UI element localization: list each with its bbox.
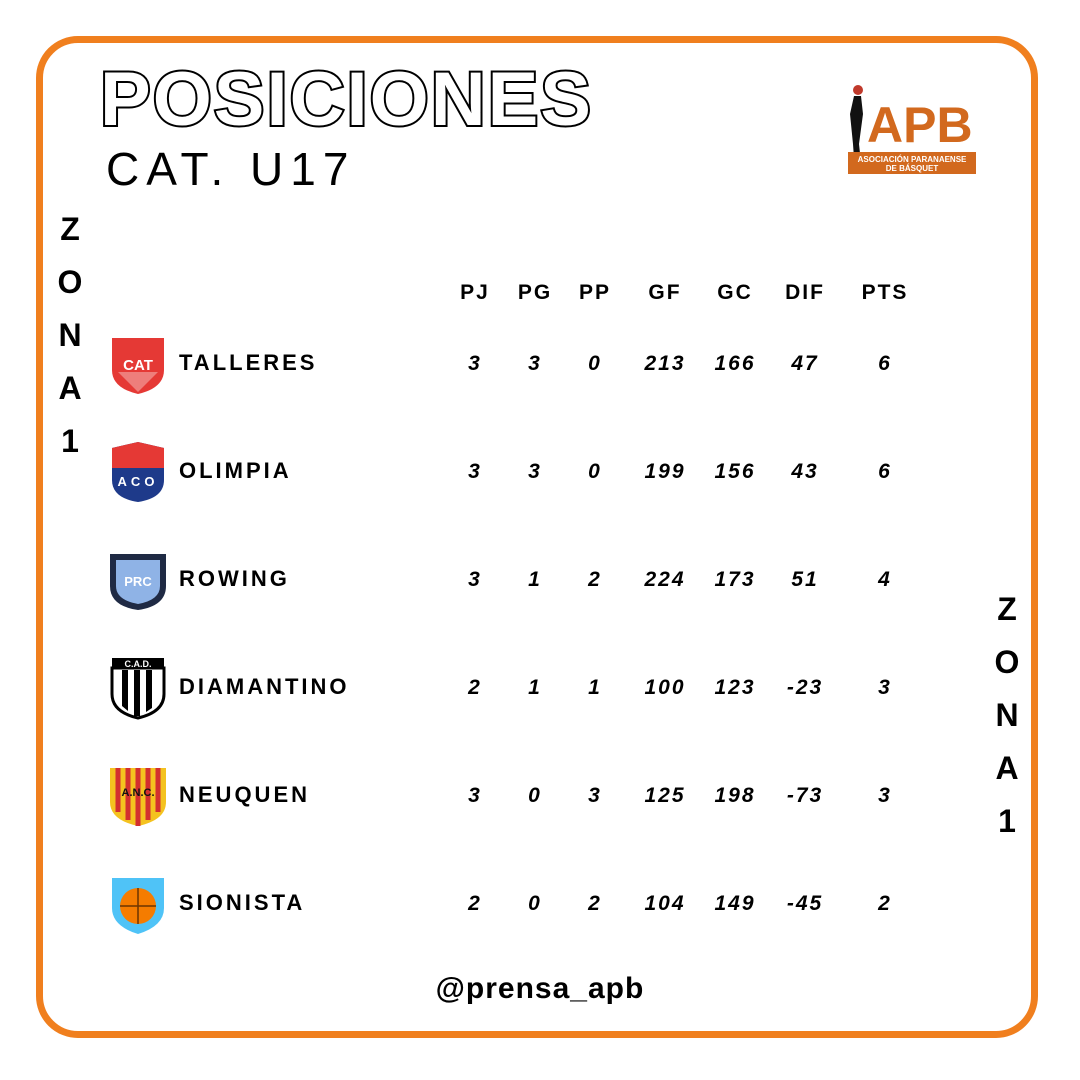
team-name: DIAMANTINO xyxy=(179,674,350,699)
cell-gc: 166 xyxy=(714,352,756,375)
table-row: CAT TALLERES 3 3 0 213 166 47 6 xyxy=(0,324,1080,404)
svg-text:PRC: PRC xyxy=(124,574,152,589)
team-name: TALLERES xyxy=(179,350,318,375)
col-dif: DIF xyxy=(785,281,825,304)
col-gf: GF xyxy=(648,281,682,304)
cell-pp: 0 xyxy=(588,460,602,483)
svg-text:ASOCIACIÓN PARANAENSE: ASOCIACIÓN PARANAENSE xyxy=(858,155,967,164)
cell-gf: 213 xyxy=(644,352,686,375)
cell-pts: 3 xyxy=(878,676,892,699)
cell-gf: 104 xyxy=(644,892,686,915)
svg-text:A.N.C.: A.N.C. xyxy=(122,787,155,799)
col-pts: PTS xyxy=(861,281,909,304)
cell-dif: -23 xyxy=(786,676,824,699)
team-logo: PRC xyxy=(110,554,166,610)
cell-gc: 123 xyxy=(714,676,756,699)
svg-text:CAT: CAT xyxy=(123,357,153,374)
cell-gf: 100 xyxy=(644,676,686,699)
svg-text:C.A.D.: C.A.D. xyxy=(125,659,152,669)
svg-text:DE BÁSQUET: DE BÁSQUET xyxy=(886,164,939,173)
col-pp: PP xyxy=(578,281,612,304)
svg-text:APB: APB xyxy=(867,97,973,153)
cell-gc: 149 xyxy=(714,892,756,915)
team-name: NEUQUEN xyxy=(179,782,311,807)
cell-pp: 2 xyxy=(588,892,602,915)
cell-pp: 3 xyxy=(588,784,602,807)
table-row: C.A.D. DIAMANTINO 2 1 1 100 123 -23 3 xyxy=(0,648,1080,728)
team-logo: C.A.D. xyxy=(110,658,166,720)
cell-pj: 3 xyxy=(468,460,482,483)
cell-pj: 2 xyxy=(468,676,482,699)
orange-frame xyxy=(36,36,1038,1038)
team-name: OLIMPIA xyxy=(179,458,292,483)
apb-logo: APB ASOCIACIÓN PARANAENSE DE BÁSQUET xyxy=(848,85,976,174)
cell-pts: 2 xyxy=(878,892,892,915)
table-row: SIONISTA 2 0 2 104 149 -45 2 xyxy=(0,864,1080,944)
cell-gc: 173 xyxy=(714,568,756,591)
cell-pg: 0 xyxy=(528,784,542,807)
cell-pj: 3 xyxy=(468,568,482,591)
col-pj: PJ xyxy=(460,281,490,304)
col-pg: PG xyxy=(517,281,553,304)
page-title: POSICIONES xyxy=(98,57,593,142)
social-handle: @prensa_apb xyxy=(435,972,645,1005)
cell-pg: 1 xyxy=(528,568,542,591)
table-row: A.N.C. NEUQUEN 3 0 3 125 198 -73 3 xyxy=(0,756,1080,836)
cell-pg: 0 xyxy=(528,892,542,915)
cell-pp: 1 xyxy=(588,676,602,699)
team-name: ROWING xyxy=(179,566,290,591)
team-logo: A.N.C. xyxy=(110,768,166,826)
team-name: SIONISTA xyxy=(179,890,306,915)
col-gc: GC xyxy=(717,281,753,304)
svg-text:ACO: ACO xyxy=(118,474,159,489)
cell-pts: 3 xyxy=(878,784,892,807)
cell-pg: 3 xyxy=(528,352,542,375)
cell-pts: 6 xyxy=(878,460,892,483)
cell-pg: 1 xyxy=(528,676,542,699)
category-subtitle: CAT. U17 xyxy=(106,143,356,195)
cell-pj: 3 xyxy=(468,352,482,375)
cell-pg: 3 xyxy=(528,460,542,483)
cell-pp: 0 xyxy=(588,352,602,375)
team-logo: CAT xyxy=(112,338,164,394)
cell-dif: 47 xyxy=(791,352,819,375)
cell-gf: 224 xyxy=(644,568,686,591)
cell-gf: 125 xyxy=(644,784,686,807)
cell-dif: -45 xyxy=(786,892,824,915)
cell-dif: 51 xyxy=(791,568,819,591)
cell-gc: 198 xyxy=(714,784,756,807)
cell-dif: 43 xyxy=(791,460,819,483)
cell-gf: 199 xyxy=(644,460,686,483)
cell-pts: 6 xyxy=(878,352,892,375)
table-row: ACO OLIMPIA 3 3 0 199 156 43 6 xyxy=(0,432,1080,512)
table-row: PRC ROWING 3 1 2 224 173 51 4 xyxy=(0,540,1080,620)
team-logo: ACO xyxy=(112,442,164,502)
team-logo xyxy=(112,878,164,934)
cell-pts: 4 xyxy=(878,568,892,591)
cell-pj: 2 xyxy=(468,892,482,915)
cell-pp: 2 xyxy=(588,568,602,591)
cell-pj: 3 xyxy=(468,784,482,807)
cell-dif: -73 xyxy=(786,784,824,807)
cell-gc: 156 xyxy=(714,460,756,483)
